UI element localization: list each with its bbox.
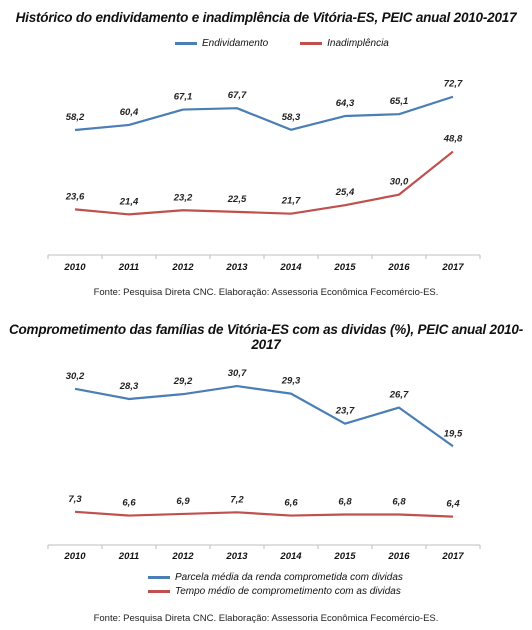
- x-tick-label-2017: 2017: [441, 551, 464, 562]
- data-label-s0-7: 19,5: [444, 428, 463, 439]
- data-label-s0-6: 65,1: [390, 96, 409, 107]
- data-label-s0-1: 28,3: [119, 381, 139, 392]
- x-tick-label-2011: 2011: [118, 262, 139, 273]
- legend-label-endividamento: Endividamento: [202, 38, 269, 49]
- data-label-s1-0: 23,6: [65, 191, 85, 202]
- legend-item-tempo: Tempo médio de comprometimento com as di…: [148, 586, 403, 597]
- x-tick-label-2013: 2013: [225, 262, 248, 273]
- data-label-s1-0: 7,3: [68, 494, 82, 505]
- series-line-1: [74, 150, 454, 216]
- data-label-s0-0: 58,2: [66, 112, 85, 123]
- legend-item-inadimplencia: Inadimplência: [300, 38, 389, 49]
- x-tick-label-2015: 2015: [333, 262, 356, 273]
- data-label-s0-0: 30,2: [66, 371, 85, 382]
- data-label-s1-1: 21,4: [119, 196, 139, 207]
- data-label-s1-5: 6,8: [338, 496, 352, 507]
- data-label-s0-6: 26,7: [389, 390, 409, 401]
- chart-1-plot: 2010 2011 2012 2013 2014 2015 2016 2017 58,2 60,4…: [47, 79, 481, 273]
- chart-1-legend: Endividamento Inadimplência: [175, 38, 389, 49]
- data-label-s1-4: 6,6: [284, 498, 298, 509]
- chart-2-legend: Parcela média da renda comprometida com …: [148, 572, 403, 597]
- data-label-s1-6: 30,0: [390, 177, 409, 188]
- data-label-s1-3: 7,2: [230, 494, 244, 505]
- x-tick-label-2014: 2014: [279, 262, 302, 273]
- x-tick-label-2015: 2015: [333, 551, 356, 562]
- chart-1-title: Histórico do endividamento e inadimplênc…: [15, 10, 517, 25]
- legend-label-parcela: Parcela média da renda comprometida com …: [175, 572, 403, 583]
- legend-item-endividamento: Endividamento: [175, 38, 268, 49]
- data-label-s0-4: 58,3: [282, 112, 301, 123]
- data-label-s0-3: 30,7: [228, 368, 247, 379]
- data-label-s0-7: 72,7: [444, 79, 463, 90]
- x-tick-label-2013: 2013: [225, 551, 248, 562]
- legend-swatch-blue: [148, 576, 170, 579]
- data-label-s0-2: 29,2: [173, 376, 193, 387]
- data-label-s0-5: 23,7: [335, 406, 355, 417]
- data-label-s1-1: 6,6: [122, 498, 136, 509]
- data-label-s1-2: 6,9: [176, 496, 190, 507]
- legend-label-inadimplencia: Inadimplência: [327, 38, 389, 49]
- series-line-0: [74, 95, 454, 132]
- legend-item-parcela: Parcela média da renda comprometida com …: [148, 572, 403, 583]
- series-line-0: [74, 384, 454, 448]
- chart-2-title: Comprometimento das famílias de Vitória-…: [8, 322, 524, 352]
- x-tick-label-2017: 2017: [441, 262, 464, 273]
- data-label-s0-4: 29,3: [281, 376, 301, 387]
- series-line-1: [74, 510, 454, 518]
- x-tick-label-2011: 2011: [118, 551, 139, 562]
- legend-swatch-blue: [175, 42, 197, 45]
- data-label-s1-5: 25,4: [335, 187, 355, 198]
- legend-swatch-red: [148, 590, 170, 593]
- x-tick-label-2014: 2014: [279, 551, 302, 562]
- chart-2-plot: 2010 2011 2012 2013 2014 2015 2016 2017 30,2 28,3…: [47, 368, 481, 562]
- data-label-s1-7: 48,8: [443, 134, 463, 145]
- legend-swatch-red: [300, 42, 323, 45]
- data-label-s0-1: 60,4: [120, 107, 139, 118]
- data-label-s1-7: 6,4: [446, 499, 460, 510]
- x-tick-label-2012: 2012: [171, 551, 194, 562]
- data-label-s0-2: 67,1: [174, 92, 193, 103]
- chart-1-source: Fonte: Pesquisa Direta CNC. Elaboração: …: [93, 287, 439, 298]
- x-tick-label-2012: 2012: [171, 262, 194, 273]
- data-label-s1-6: 6,8: [392, 496, 406, 507]
- data-label-s0-3: 67,7: [228, 90, 247, 101]
- x-tick-label-2010: 2010: [63, 262, 86, 273]
- x-tick-label-2016: 2016: [387, 262, 410, 273]
- data-label-s1-4: 21,7: [281, 196, 301, 207]
- chart-2-source: Fonte: Pesquisa Direta CNC. Elaboração: …: [93, 613, 439, 624]
- x-tick-label-2016: 2016: [387, 551, 410, 562]
- x-tick-label-2010: 2010: [63, 551, 86, 562]
- data-label-s0-5: 64,3: [336, 98, 355, 109]
- data-label-s1-3: 22,5: [227, 194, 247, 205]
- legend-label-tempo: Tempo médio de comprometimento com as di…: [175, 586, 401, 597]
- data-label-s1-2: 23,2: [173, 192, 193, 203]
